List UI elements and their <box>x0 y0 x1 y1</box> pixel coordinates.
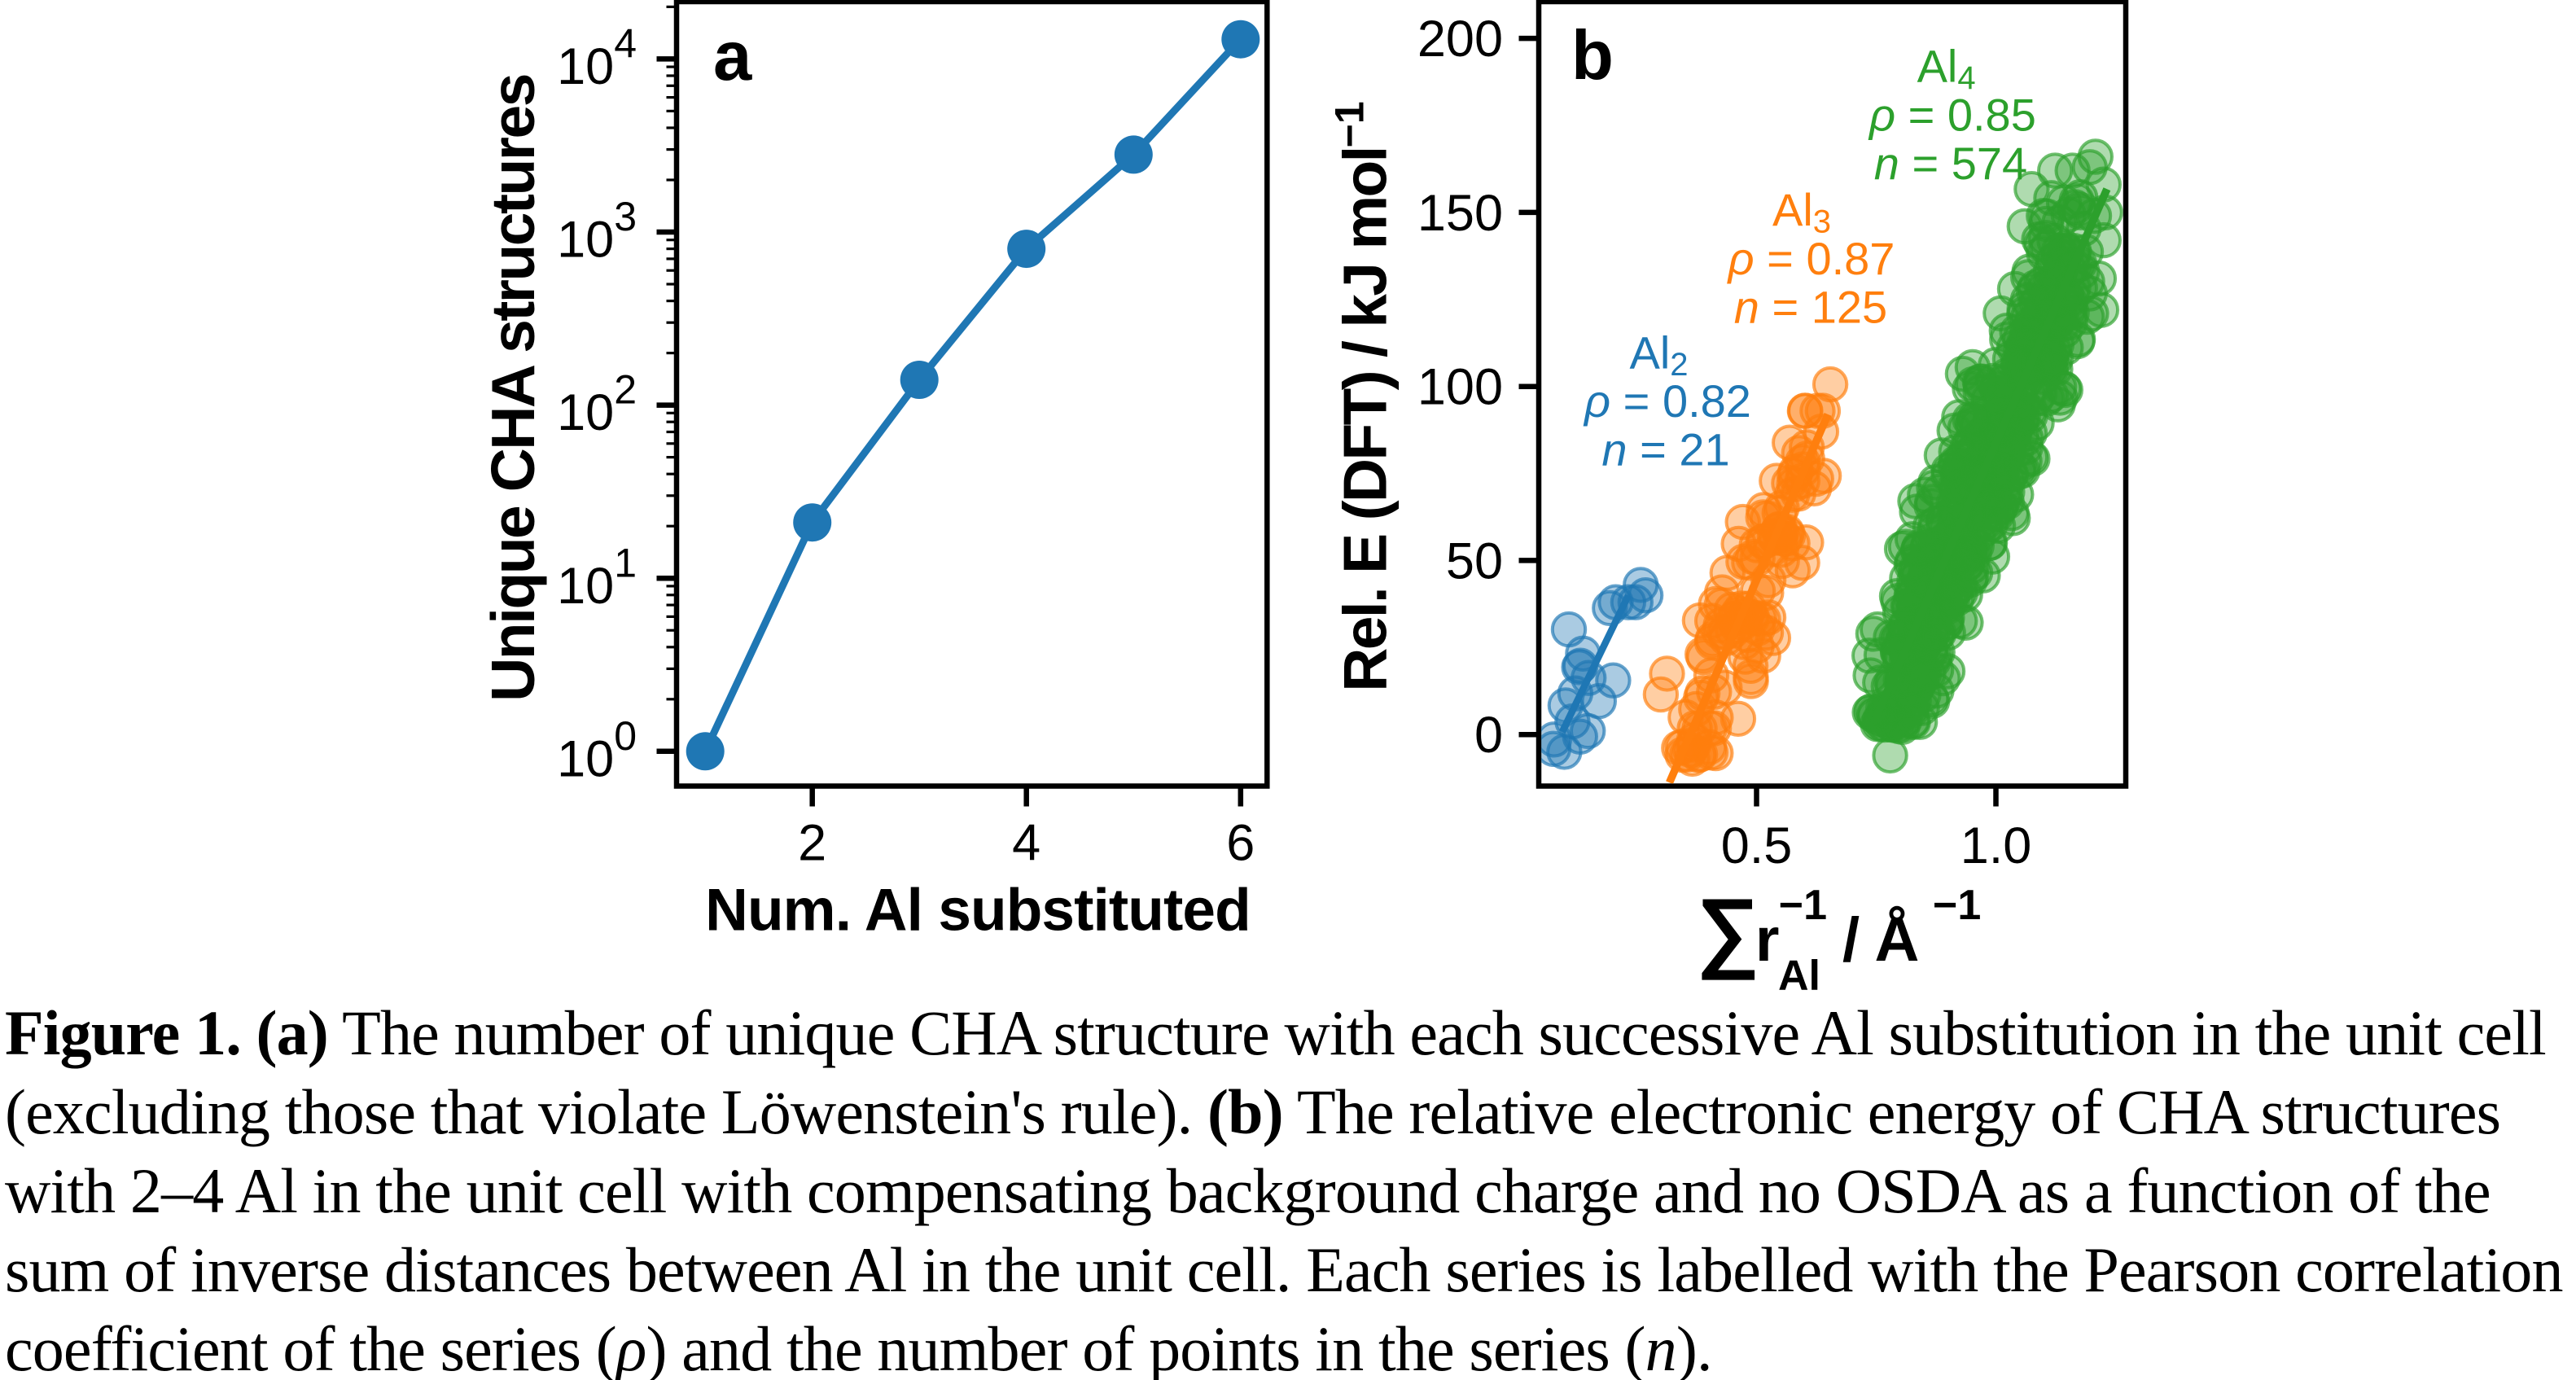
svg-text:−1: −1 <box>1933 882 1981 929</box>
svg-text:50: 50 <box>1446 532 1503 589</box>
svg-text:b: b <box>1571 17 1614 94</box>
svg-text:n = 125: n = 125 <box>1734 282 1887 333</box>
svg-text:0: 0 <box>1474 707 1503 764</box>
svg-text:a: a <box>713 18 752 95</box>
svg-text:4: 4 <box>1012 815 1040 872</box>
svg-text:Rel. E (DFT) / kJ mol−1: Rel. E (DFT) / kJ mol−1 <box>1326 101 1399 691</box>
svg-text:n = 574: n = 574 <box>1874 138 2027 189</box>
svg-text:Num. Al substituted: Num. Al substituted <box>705 878 1251 944</box>
svg-text:150: 150 <box>1417 185 1503 242</box>
svg-text:ρ = 0.87: ρ = 0.87 <box>1727 233 1895 284</box>
svg-text:Unique CHA structures: Unique CHA structures <box>479 75 547 702</box>
svg-text:ρ = 0.82: ρ = 0.82 <box>1583 375 1751 427</box>
svg-text:∑: ∑ <box>1696 881 1759 981</box>
svg-text:200: 200 <box>1417 11 1503 68</box>
svg-text:ρ = 0.85: ρ = 0.85 <box>1868 89 2036 140</box>
svg-text:Å: Å <box>1875 905 1920 975</box>
svg-text:n = 21: n = 21 <box>1601 424 1729 475</box>
svg-text:6: 6 <box>1226 815 1255 872</box>
svg-text:2: 2 <box>798 815 826 872</box>
svg-text:Al: Al <box>1778 952 1820 999</box>
svg-text:−1: −1 <box>1779 882 1827 929</box>
svg-text:/: / <box>1842 905 1860 975</box>
svg-text:100: 100 <box>1417 359 1503 416</box>
svg-text:1.0: 1.0 <box>1960 817 2032 874</box>
svg-text:0.5: 0.5 <box>1721 817 1793 874</box>
svg-text:r: r <box>1755 905 1780 975</box>
